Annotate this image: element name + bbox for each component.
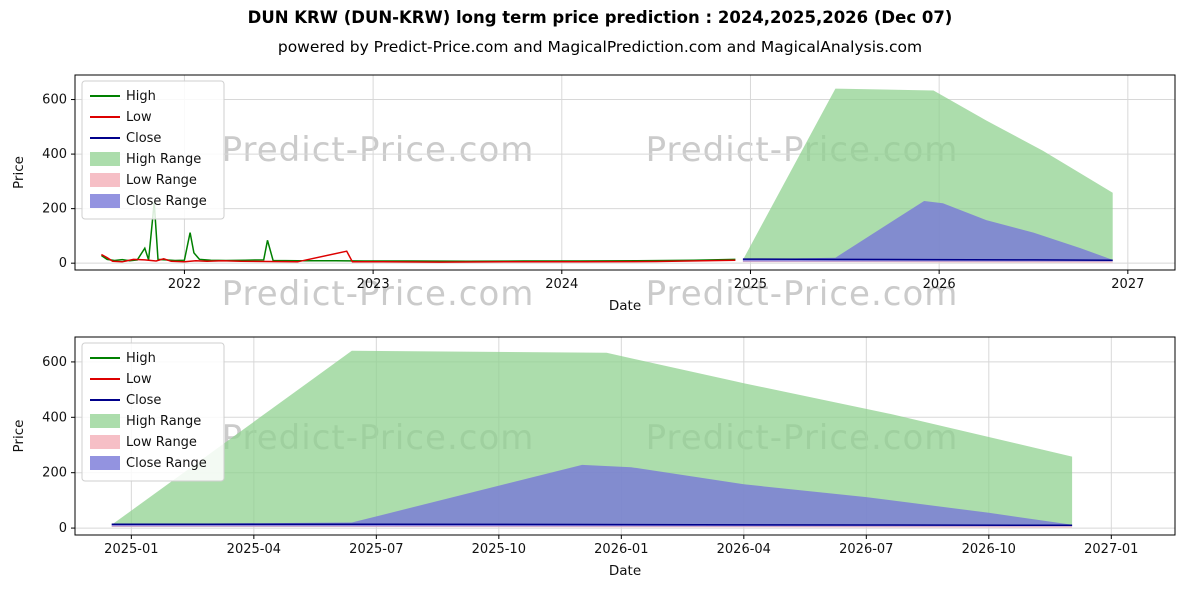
svg-text:200: 200 bbox=[42, 466, 67, 481]
svg-text:High Range: High Range bbox=[126, 414, 201, 429]
svg-text:2025-07: 2025-07 bbox=[349, 542, 403, 557]
watermark: Predict-Price.com bbox=[221, 130, 535, 170]
svg-text:2026-01: 2026-01 bbox=[594, 542, 648, 557]
svg-text:High Range: High Range bbox=[126, 152, 201, 167]
svg-text:Close Range: Close Range bbox=[126, 194, 207, 209]
svg-text:600: 600 bbox=[42, 93, 67, 108]
top-chart-svg: 2022 2023 2024 2025 2026 20270200400600DatePr… bbox=[11, 74, 1176, 314]
bottom-chart: 2025-01 2025-04 2025-07 2025-10 2026-01 2026-… bbox=[0, 325, 1200, 600]
svg-text:0: 0 bbox=[59, 256, 67, 271]
top-chart: 2022 2023 2024 2025 2026 2027 0 200 400 600 Date Pr… bbox=[0, 62, 1200, 325]
svg-text:High: High bbox=[126, 89, 156, 104]
chart-title: DUN KRW (DUN-KRW) long term price predic… bbox=[247, 8, 953, 27]
bottom-chart-svg: 2025-01 2025-04 2025-07 2025-10 2026-01 2026-… bbox=[11, 336, 1176, 579]
svg-text:400: 400 bbox=[42, 147, 67, 162]
svg-text:High: High bbox=[126, 351, 156, 366]
svg-text:Low: Low bbox=[126, 110, 152, 125]
watermark: Predict-Price.com bbox=[645, 274, 959, 314]
svg-text:2025-04: 2025-04 bbox=[227, 542, 281, 557]
chart-subtitle: powered by Predict-Price.com and Magical… bbox=[277, 38, 923, 56]
svg-text:2025-01: 2025-01 bbox=[104, 542, 158, 557]
svg-text:2022: 2022 bbox=[168, 277, 201, 292]
svg-text:2027: 2027 bbox=[1111, 277, 1144, 292]
svg-text:2026-04: 2026-04 bbox=[717, 542, 771, 557]
svg-text:2024: 2024 bbox=[545, 277, 578, 292]
svg-text:Close: Close bbox=[126, 131, 161, 146]
svg-text:2026: 2026 bbox=[923, 277, 956, 292]
svg-text:Close: Close bbox=[126, 393, 161, 408]
svg-text:Low: Low bbox=[126, 372, 152, 387]
watermark: Predict-Price.com bbox=[221, 274, 535, 314]
svg-text:Close Range: Close Range bbox=[126, 456, 207, 471]
svg-text:Price: Price bbox=[11, 156, 27, 189]
svg-text:2023: 2023 bbox=[357, 277, 390, 292]
svg-text:Date: Date bbox=[609, 298, 641, 314]
svg-text:400: 400 bbox=[42, 410, 67, 425]
svg-text:Low Range: Low Range bbox=[126, 173, 197, 188]
svg-text:Price: Price bbox=[11, 420, 27, 453]
svg-text:2026-07: 2026-07 bbox=[839, 542, 893, 557]
svg-text:2025-10: 2025-10 bbox=[472, 542, 526, 557]
svg-text:2027-01: 2027-01 bbox=[1084, 542, 1138, 557]
svg-text:Date: Date bbox=[609, 563, 641, 579]
svg-text:600: 600 bbox=[42, 355, 67, 370]
svg-text:0: 0 bbox=[59, 521, 67, 536]
svg-text:200: 200 bbox=[42, 202, 67, 217]
svg-text:2026-10: 2026-10 bbox=[962, 542, 1016, 557]
svg-text:Low Range: Low Range bbox=[126, 435, 197, 450]
svg-text:2025: 2025 bbox=[734, 277, 767, 292]
